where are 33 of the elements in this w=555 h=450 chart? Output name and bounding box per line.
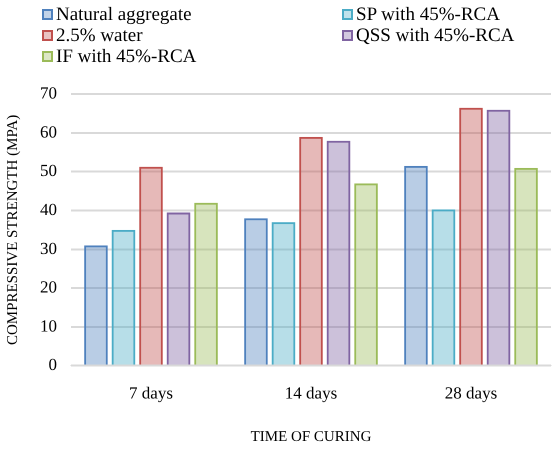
bar [514, 168, 538, 365]
legend-label: IF with 45%-RCA [56, 46, 196, 67]
bar [459, 108, 483, 365]
y-tick-label: 20 [40, 278, 57, 297]
y-tick-label: 40 [40, 200, 57, 219]
bar [354, 183, 378, 365]
y-tick-label: 10 [40, 316, 57, 336]
y-tick-label: 60 [40, 122, 57, 142]
bar [326, 140, 350, 365]
y-tick-label: 30 [40, 238, 57, 258]
y-axis-title: COMPRESSIVE STRENGTH (MPA) [4, 114, 21, 346]
x-axis-title: TIME OF CURING [250, 428, 372, 445]
bar [194, 202, 218, 365]
x-tick-label: 28 days [444, 383, 498, 402]
legend-label: Natural aggregate [56, 4, 192, 25]
y-tick-label: 70 [40, 84, 57, 103]
bar [244, 218, 268, 365]
x-tick-label: 7 days [129, 383, 173, 402]
bar [139, 166, 163, 365]
y-tick-label: 50 [40, 161, 57, 180]
x-tick-label: 14 days [284, 383, 338, 402]
bar [112, 230, 136, 365]
bar [404, 166, 428, 365]
bar [299, 136, 323, 365]
legend-label: QSS with 45%-RCA [356, 25, 514, 46]
bar [84, 245, 108, 365]
y-tick-label: 0 [48, 355, 57, 374]
bar [432, 209, 456, 365]
bar [272, 222, 296, 365]
legend-label: 2.5% water [56, 25, 143, 46]
bar [486, 110, 510, 365]
legend-label: SP with 45%-RCA [356, 4, 500, 25]
bar [166, 212, 190, 365]
